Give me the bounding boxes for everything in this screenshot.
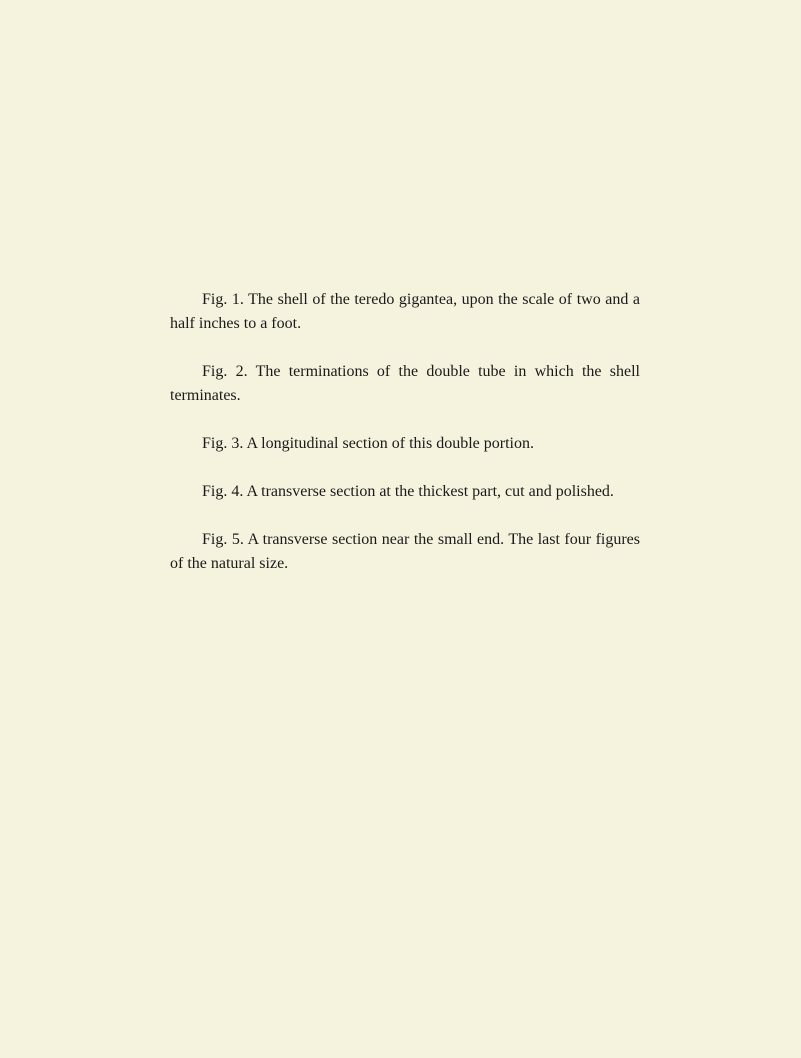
figure-caption-1: Fig. 1. The shell of the teredo gigantea… [170,288,640,336]
figure-caption-2: Fig. 2. The terminations of the double t… [170,360,640,408]
figure-caption-3: Fig. 3. A longitudinal section of this d… [170,432,640,456]
figure-caption-4: Fig. 4. A transverse section at the thic… [170,480,640,504]
page-content: Fig. 1. The shell of the teredo gigantea… [170,288,640,576]
figure-caption-5: Fig. 5. A transverse section near the sm… [170,528,640,576]
